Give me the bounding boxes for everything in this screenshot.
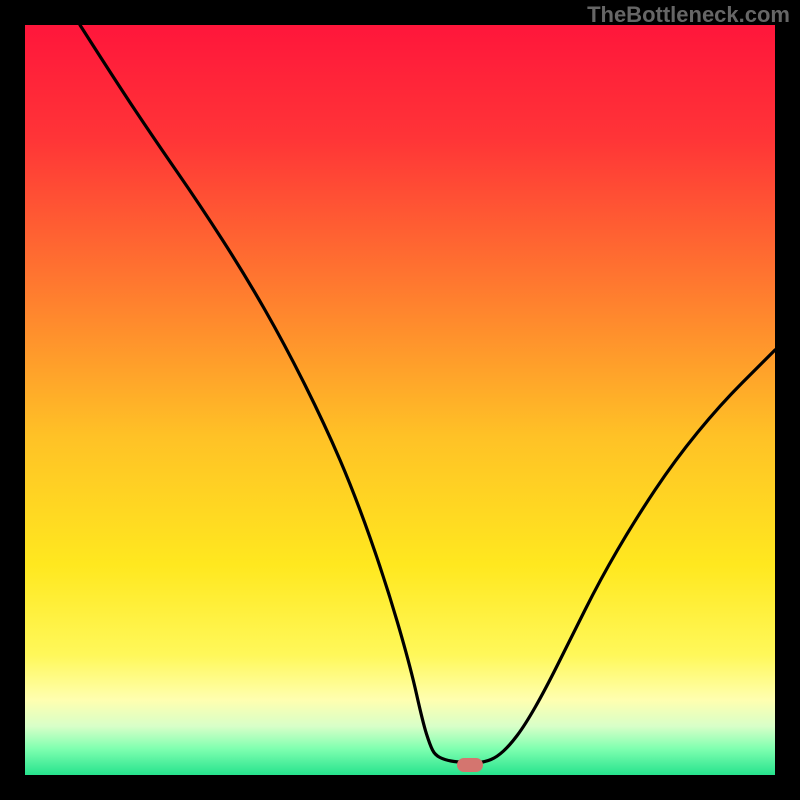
chart-frame: TheBottleneck.com bbox=[0, 0, 800, 800]
chart-svg bbox=[25, 25, 775, 775]
gradient-background bbox=[25, 25, 775, 775]
plot-area bbox=[25, 25, 775, 775]
value-marker bbox=[457, 758, 483, 772]
watermark-text: TheBottleneck.com bbox=[587, 2, 790, 28]
